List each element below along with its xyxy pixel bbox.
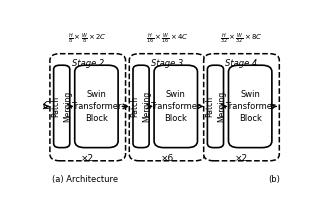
- Text: Swin
Transformer
Block: Swin Transformer Block: [225, 90, 276, 123]
- Text: Stage 4: Stage 4: [225, 59, 258, 68]
- Text: Swin
Transformer
Block: Swin Transformer Block: [150, 90, 201, 123]
- Text: Patch
Merging: Patch Merging: [51, 91, 72, 122]
- Text: Patch
Merging: Patch Merging: [131, 91, 151, 122]
- FancyBboxPatch shape: [228, 65, 272, 148]
- Text: (b): (b): [269, 175, 281, 184]
- Text: $\frac{H}{16}\times\frac{W}{16}\times4C$: $\frac{H}{16}\times\frac{W}{16}\times4C$: [146, 32, 188, 46]
- FancyBboxPatch shape: [54, 65, 70, 148]
- Text: ×2: ×2: [81, 154, 94, 163]
- Text: ×2: ×2: [235, 154, 248, 163]
- FancyBboxPatch shape: [75, 65, 118, 148]
- Text: Patch
Merging: Patch Merging: [205, 91, 226, 122]
- Text: Stage 2: Stage 2: [72, 59, 104, 68]
- FancyBboxPatch shape: [154, 65, 197, 148]
- Text: $C$: $C$: [42, 99, 52, 111]
- FancyBboxPatch shape: [204, 54, 279, 161]
- Text: Stage 3: Stage 3: [151, 59, 183, 68]
- FancyBboxPatch shape: [50, 54, 125, 161]
- Text: (a) Architecture: (a) Architecture: [52, 175, 118, 184]
- Text: Swin
Transformer
Block: Swin Transformer Block: [71, 90, 122, 123]
- FancyBboxPatch shape: [133, 65, 149, 148]
- Text: $\frac{H}{8}\times\frac{W}{8}\times2C$: $\frac{H}{8}\times\frac{W}{8}\times2C$: [68, 32, 107, 46]
- FancyBboxPatch shape: [207, 65, 224, 148]
- FancyBboxPatch shape: [129, 54, 205, 161]
- Text: ×6: ×6: [160, 154, 174, 163]
- Text: $\frac{H}{32}\times\frac{W}{32}\times8C$: $\frac{H}{32}\times\frac{W}{32}\times8C$: [220, 32, 263, 46]
